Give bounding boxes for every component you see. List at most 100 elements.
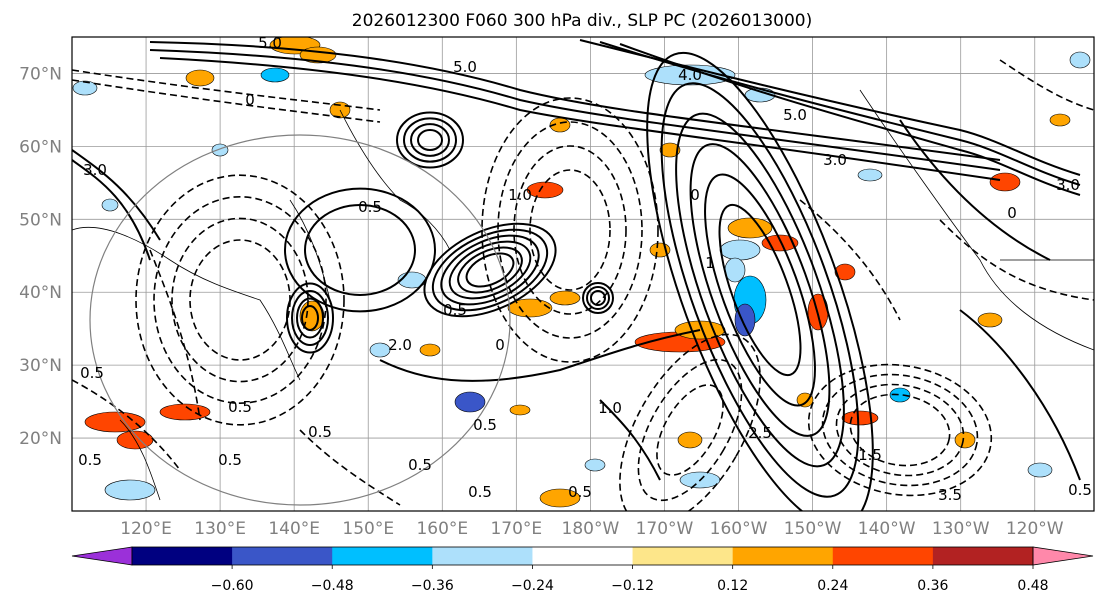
contour-label: 1.0 (508, 186, 532, 204)
contour-labels: 5.0 5.0 4.0 5.0 3.0 3.0 3.0 2.0 1.0 1.0 0.5 0.5 0.5 0… (78, 34, 1092, 504)
slp-contour-positive (296, 297, 324, 339)
divergence-fill (72, 80, 98, 96)
slp-contour-positive (704, 173, 816, 407)
slp-contour-positive (582, 282, 614, 314)
divergence-fill (1069, 51, 1091, 69)
contour-label: 0.5 (358, 198, 382, 216)
lon-tick-label: 130°E (194, 519, 246, 539)
contour-label: 0.5 (468, 483, 492, 501)
slp-contour-negative (481, 97, 659, 363)
lon-tick-label: 150°W (784, 519, 842, 539)
contour-label: 0 (1007, 204, 1017, 222)
slp-contour-positive (440, 234, 540, 306)
contour-label: 0.5 (443, 301, 467, 319)
colorbar: −0.60 −0.48 −0.36 −0.24 −0.12 0.12 0.24 0.36 0.4… (71, 546, 1094, 594)
divergence-fill (989, 172, 1021, 192)
colorbar-segment (632, 547, 734, 565)
chart-title: 2026012300 F060 300 hPa div., SLP PC (20… (352, 11, 812, 31)
slp-contour-positive (899, 119, 1051, 261)
colorbar-tick-label: 0.12 (717, 578, 748, 594)
coastline (339, 109, 451, 251)
lon-tick-label: 170°E (490, 519, 542, 539)
colorbar-frame (131, 546, 1034, 566)
slp-contour-positive (689, 143, 831, 437)
slp-contour-negative (497, 121, 643, 339)
contour-label: 2.0 (388, 336, 412, 354)
slp-contour-positive (586, 286, 610, 310)
contour-label: 0.5 (308, 423, 332, 441)
divergence-fill (185, 69, 215, 87)
slp-contour-negative (72, 69, 381, 111)
coastlines (72, 89, 1094, 506)
divergence-fill (159, 403, 211, 421)
slp-contour-positive (423, 222, 557, 318)
contour-label: 1 (705, 254, 715, 272)
colorbar-tick-label: 0.48 (1017, 578, 1048, 594)
slp-contour-positive (286, 282, 334, 354)
lat-tick-label: 20°N (19, 429, 62, 449)
colorbar-segment (132, 547, 233, 565)
slp-contour-negative (513, 145, 627, 315)
coastline (72, 226, 301, 381)
projection-boundary (89, 134, 511, 506)
lon-tick-label: 180°W (562, 519, 620, 539)
slp-contour-positive (304, 204, 416, 296)
contour-label: 0.5 (80, 364, 104, 382)
lon-tick-label: 150°E (342, 519, 394, 539)
slp-contour-negative (149, 249, 201, 421)
slp-contour-negative (72, 379, 181, 471)
divergence-fill (526, 181, 564, 199)
contour-label: 5.0 (453, 58, 477, 76)
contour-label: 0 (690, 186, 700, 204)
lon-tick-label: 140°W (858, 519, 916, 539)
slp-contour-positive (72, 159, 151, 261)
contour-label: 5.0 (258, 34, 282, 52)
lat-tick-label: 40°N (19, 283, 62, 303)
lon-tick-label: 120°W (1006, 519, 1064, 539)
slp-contour-negative (529, 169, 611, 291)
divergence-fill (677, 431, 703, 449)
divergence-fill (841, 410, 879, 426)
contour-label: 1.0 (598, 399, 622, 417)
divergence-fill (1049, 113, 1071, 127)
contour-label: 0.5 (78, 451, 102, 469)
colorbar-tick-label: −0.12 (611, 578, 654, 594)
slp-contour-positive (410, 123, 450, 157)
divergence-fill (857, 168, 883, 182)
contour-label: 0 (495, 336, 505, 354)
divergence-fill (1027, 462, 1053, 478)
map-area: 5.0 5.0 4.0 5.0 3.0 3.0 3.0 2.0 1.0 1.0 0.5 0.5 0.5 0… (72, 34, 1094, 511)
contour-label: 0.5 (218, 451, 242, 469)
contour-label: 3.0 (823, 151, 847, 169)
colorbar-extend-high (1032, 546, 1094, 566)
slp-contour-positive (291, 290, 329, 346)
divergence-fill (644, 64, 736, 86)
lon-tick-label: 170°W (636, 519, 694, 539)
gridlines (72, 37, 1094, 511)
slp-contour-negative (153, 196, 327, 404)
divergence-fill (260, 67, 290, 83)
lon-tick-label: 120°E (120, 519, 172, 539)
longitude-labels: 120°E 130°E 140°E 150°E 160°E 170°E 180°W 170°W… (120, 519, 1064, 539)
divergence-fill (211, 143, 229, 157)
map-frame (71, 36, 1095, 512)
slp-contour-negative (656, 384, 724, 476)
slp-contour-negative (171, 217, 309, 383)
divergence-fill (454, 391, 486, 413)
contour-label: 2.5 (748, 424, 772, 442)
slp-contour-positive (599, 399, 661, 481)
slp-contour-negative (189, 239, 291, 361)
slp-contour-positive (149, 49, 1001, 171)
colorbar-extend-low (71, 546, 133, 566)
lat-tick-label: 70°N (19, 64, 62, 84)
lat-tick-label: 60°N (19, 137, 62, 157)
divergence-fill (659, 142, 681, 158)
contour-label: 0.5 (408, 456, 432, 474)
slp-contour-positive (301, 305, 319, 331)
slp-contour-negative (835, 383, 965, 477)
slp-contour-positive (718, 203, 802, 377)
map-background (72, 37, 1094, 511)
divergence-fill (734, 303, 756, 337)
colorbar-tick-label: −0.24 (511, 578, 554, 594)
contour-label: 4.0 (678, 66, 702, 84)
